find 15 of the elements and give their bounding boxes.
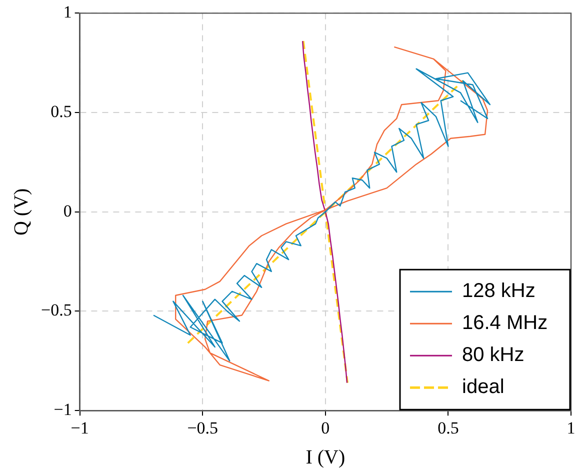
x-tick-label: 0.5 [438,418,459,438]
y-tick-label: 0.5 [50,102,72,122]
legend-label: 16.4 MHz [462,312,548,334]
x-tick-label: 1 [566,418,576,438]
x-tick-label: −0.5 [187,418,218,438]
legend-label: 80 kHz [462,344,524,366]
y-tick-label: −1 [54,400,72,420]
y-tick-label: 0 [63,201,72,220]
y-axis-title: Q (V) [10,188,32,236]
legend-label: ideal [462,376,504,398]
y-tick-label: 1 [63,2,72,22]
y-tick-label: −0.5 [40,300,72,320]
x-tick-label: 0 [321,418,330,438]
x-axis-title: I (V) [306,446,346,468]
legend-label: 128 kHz [462,280,536,302]
